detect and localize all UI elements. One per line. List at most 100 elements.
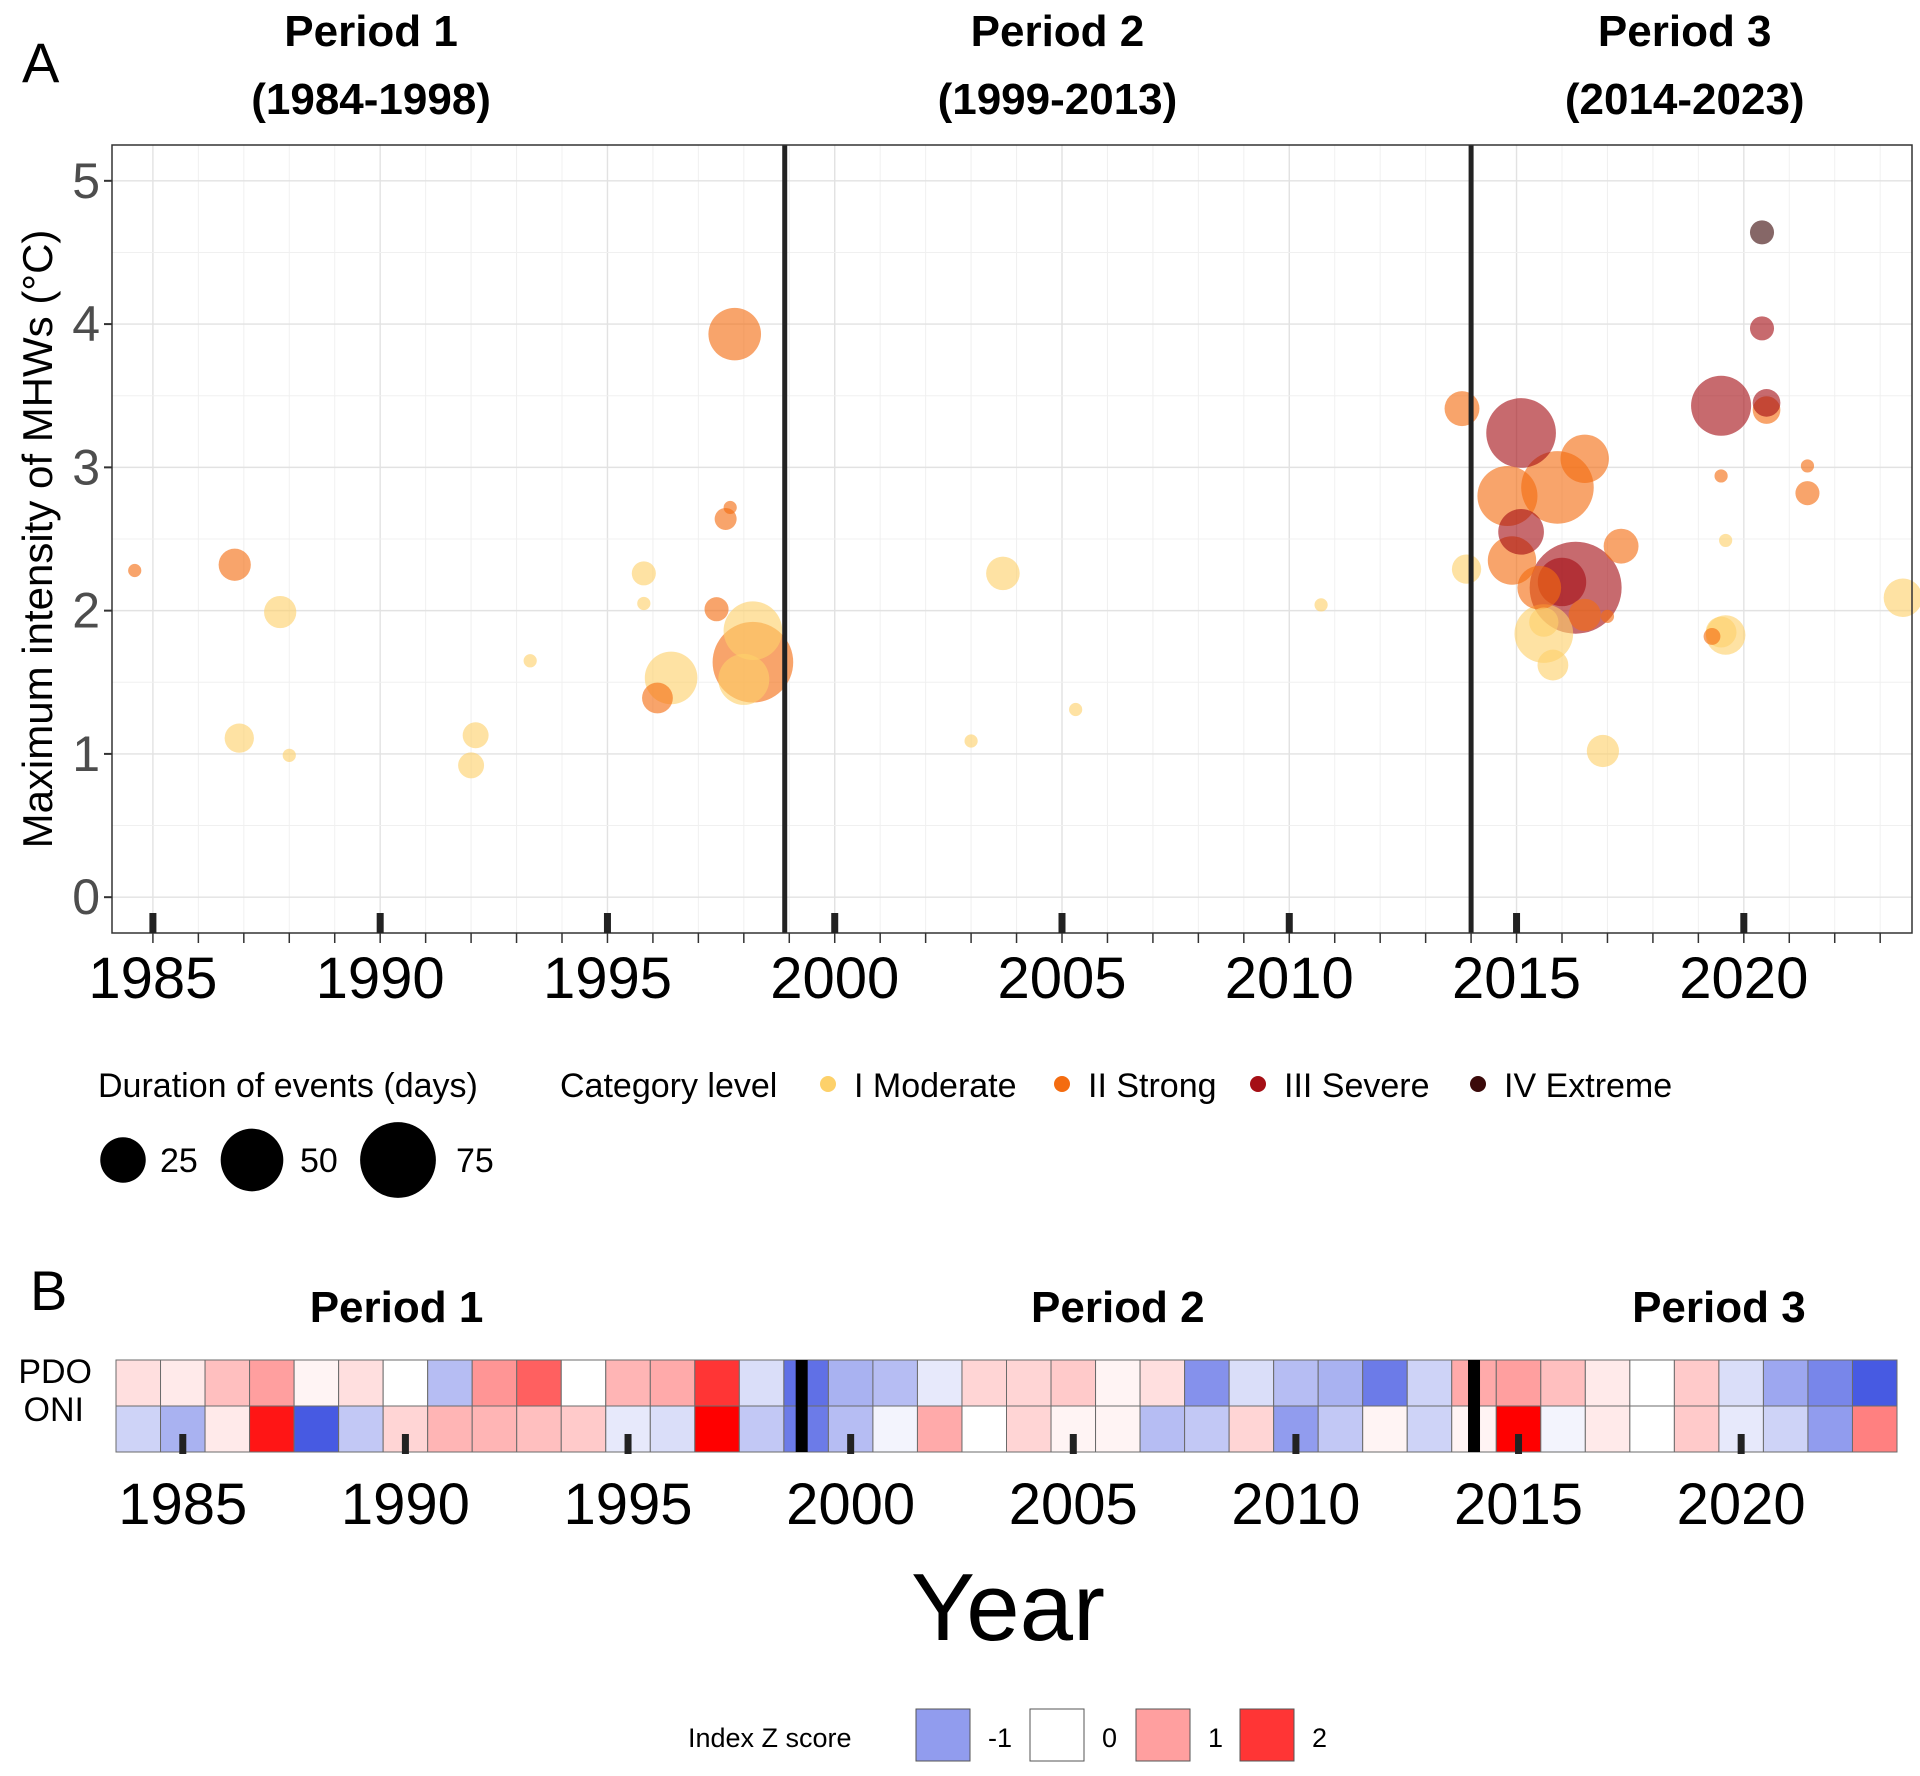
legend-size: Duration of events (days) 25 50 75 [98,1067,494,1198]
oni-cell [694,1405,740,1453]
pdo-cell [1762,1359,1809,1407]
period-title: Period 2 [971,7,1145,56]
oni-cell [249,1405,295,1453]
oni-cell [916,1405,963,1453]
panel-b-period-breaks [795,1360,1481,1452]
pdo-cell [249,1359,295,1407]
mhw-event-point [723,601,783,661]
period-title: Period 3 [1598,7,1772,56]
legend-category: Category level I Moderate II Strong III Se… [560,1067,1672,1105]
mhw-event-point [708,307,762,361]
legend-zscore-label: 2 [1312,1723,1327,1753]
legend-zscore-swatch [1029,1708,1085,1762]
mhw-event-point [642,682,673,714]
x-tick-label: 1995 [564,1472,693,1537]
legend-category-title: Category level [560,1067,777,1105]
panel-a-period-titles: Period 1 (1984-1998) Period 2 (1999-2013) Pe… [251,7,1804,124]
pdo-cell [827,1359,874,1407]
legend-size-circle [220,1128,284,1192]
x-tick-label: 2005 [1009,1472,1138,1537]
panel-b-x-axis: 1985 1990 1995 2000 2005 2010 2015 2020 [118,1434,1806,1537]
pdo-cell [1629,1359,1675,1407]
mhw-event-point [1560,434,1609,483]
legend-size-circle [100,1137,146,1183]
panel-b-period-titles: Period 1 Period 2 Period 3 [310,1283,1806,1332]
mhw-event-point [1537,649,1569,681]
legend-category-label: II Strong [1088,1067,1217,1105]
year-marker [847,1434,855,1454]
pdo-cell [916,1359,963,1407]
panel-a-plot-border [111,144,1913,934]
mhw-event-point [964,734,978,748]
mhw-event-point [1529,607,1559,637]
oni-cell [649,1405,696,1453]
year-marker [179,1434,187,1454]
year-marker [1058,913,1066,933]
legend-category-swatch [1054,1076,1070,1092]
oni-cell [1406,1405,1453,1453]
legend-size-label: 25 [160,1142,198,1180]
panel-a-period-breaks [782,145,1474,933]
period-title: Period 1 [310,1283,484,1332]
year-marker [1515,1434,1523,1454]
pdo-cell [1006,1359,1052,1407]
mhw-event-point [1498,508,1544,555]
year-marker [401,1434,409,1454]
oni-cell [1762,1405,1809,1453]
mhw-event-point [1795,481,1820,506]
year-marker [376,913,384,933]
legend-category-label: IV Extreme [1504,1067,1672,1105]
mhw-event-point [128,563,142,578]
x-tick-label: 2010 [1231,1472,1360,1537]
pdo-cell [1228,1359,1275,1407]
pdo-cell [961,1359,1007,1407]
oni-cell [471,1405,518,1453]
row-label-pdo: PDO [18,1353,92,1391]
oni-cell [738,1405,785,1453]
pdo-cell [1273,1359,1319,1407]
pdo-cell [338,1359,384,1407]
legend-zscore-swatch [915,1708,971,1762]
legend-zscore-label: 0 [1102,1723,1117,1753]
mhw-event-point [264,595,297,629]
x-tick-label: 2015 [1454,1472,1583,1537]
legend-size-label: 75 [456,1142,494,1180]
x-tick-label: 2015 [1452,946,1581,1011]
panel-a-y-axis: 0 1 2 3 4 5 [72,153,112,925]
pdo-cell [1184,1359,1230,1407]
mhw-event-point [1586,734,1620,768]
oni-cell [1673,1405,1720,1453]
pdo-cell [427,1359,473,1407]
oni-cell [293,1405,340,1453]
oni-cell [1807,1405,1853,1453]
row-label-oni: ONI [24,1391,84,1429]
panel-a-x-axis: 1985 1990 1995 2000 2005 2010 2015 2020 [88,913,1881,1011]
period-break-bar [1468,1360,1481,1452]
pdo-cell [1673,1359,1720,1407]
mhw-event-point [1691,375,1752,436]
mhw-event-point [1719,533,1733,548]
oni-cell [1317,1405,1364,1453]
pdo-cell [516,1359,562,1407]
legend-size-label: 50 [300,1142,338,1180]
period-range: (1984-1998) [251,75,491,124]
x-tick-label: 1990 [341,1472,470,1537]
oni-cell [338,1405,384,1453]
mhw-event-point [1883,578,1920,617]
mhw-event-point [1703,628,1721,645]
legend-zscore-swatch [1135,1708,1191,1762]
oni-cell [1362,1405,1408,1453]
y-axis-label: Maximum intensity of MHWs (°C) [14,230,61,849]
mhw-event-point [1451,554,1482,584]
period-range: (2014-2023) [1565,75,1805,124]
pdo-cell [204,1359,251,1407]
mhw-event-point [1603,528,1639,564]
mhw-event-point [718,653,770,705]
mhw-event-point [631,561,656,586]
oni-cell [1851,1405,1898,1453]
legend-size-circle [360,1122,436,1198]
mhw-event-point [218,548,251,581]
y-tick-label: 0 [72,869,100,925]
x-axis-title: Year [911,1554,1105,1661]
year-marker [1740,913,1748,933]
